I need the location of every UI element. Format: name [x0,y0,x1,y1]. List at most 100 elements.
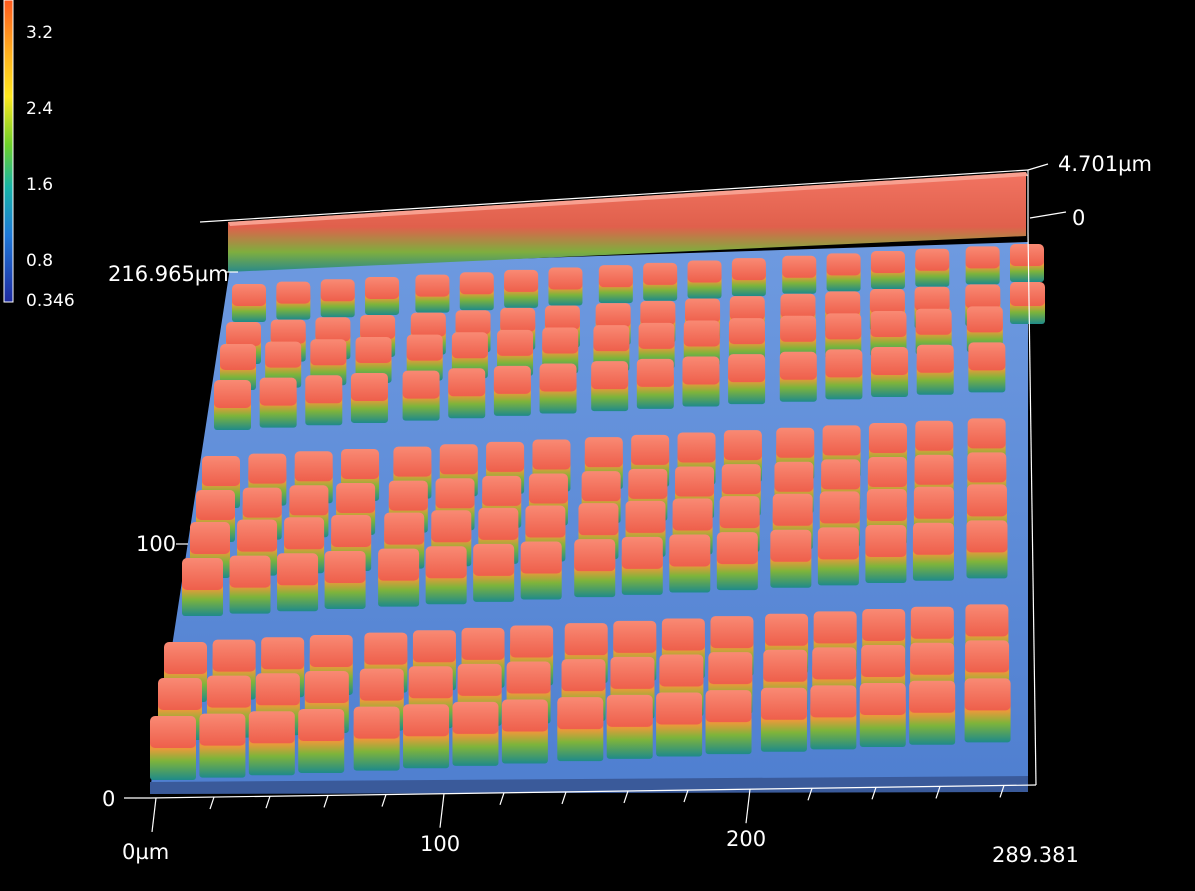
pillar [669,534,711,593]
pillar [574,539,616,598]
x-axis-label-200: 200 [726,827,766,851]
pillar [687,260,722,299]
z-axis-label-0: 0 [1072,206,1085,230]
pillar [501,699,548,764]
pillar [298,708,345,773]
pillar [214,380,251,430]
pillar [229,555,271,614]
pillar [403,704,450,769]
x-axis-tick [323,795,329,808]
pillar [909,680,956,745]
pillar [965,246,1000,285]
pillar [968,342,1006,393]
pillar [320,279,355,318]
x-axis-label-100: 100 [420,832,460,856]
pillar [643,262,678,301]
pillar [248,711,295,776]
pillar [277,553,319,612]
pillar [598,265,633,304]
y-axis-label-100: 100 [136,532,176,556]
pillar [871,347,909,398]
pillar [539,363,577,414]
pillar [656,692,703,757]
x-axis-tick [935,786,941,799]
pillar [548,267,583,306]
pillar [402,370,440,421]
z-axis-tick-0 [1029,211,1067,219]
pillar [682,356,720,407]
y-axis-label-max: 216.965µm [108,262,229,286]
x-axis-label-max: 289.381 [992,843,1079,867]
pillar [504,269,539,308]
y-axis-label-0: 0 [102,787,115,811]
x-axis-tick [561,791,567,805]
pillar [276,281,311,320]
pillar [182,558,223,616]
pillar [473,543,515,602]
pillar [493,365,531,416]
pillar [591,361,629,412]
x-axis-tick [623,790,629,804]
back-ridge [228,172,1028,272]
pillar [353,706,400,771]
x-axis-tick [499,792,505,805]
pillar [716,532,758,591]
pillar [705,690,752,755]
pillar [425,546,467,605]
pillar [865,525,907,584]
color-scale-bar [3,0,14,303]
pillar [365,276,400,315]
x-axis-tick [439,793,445,828]
pillar [324,550,366,609]
pillar [350,372,388,423]
x-axis-ticks [151,785,1005,832]
pillar [870,251,905,290]
pillar [859,683,906,748]
pillar [232,284,266,322]
pillar [770,529,812,588]
x-axis-tick [745,789,751,824]
color-scale: 3.2 2.4 1.6 0.8 0.346 [3,0,75,311]
color-scale-tick-3: 0.8 [26,251,53,271]
x-axis-tick [381,794,387,807]
color-scale-tick-1: 2.4 [26,99,53,119]
pillar [259,377,297,428]
x-axis-tick [871,787,877,800]
pillar [606,694,653,759]
pillar [826,253,861,292]
pillar [728,354,766,405]
pillar [305,375,343,426]
pillar [150,716,196,780]
pillar [760,687,807,752]
pillar [448,368,486,419]
pillar-array [150,244,1045,780]
pillar [817,527,859,586]
pillar [459,272,494,311]
pillar [1010,244,1044,282]
pillar [415,274,450,313]
pillar [825,349,863,400]
pillar [520,541,562,600]
pillar [782,255,817,294]
pillar [378,548,420,607]
x-axis-tick [265,796,271,809]
x-axis-tick [209,796,215,810]
color-scale-tick-2: 1.6 [26,175,53,195]
x-axis-tick [807,788,813,801]
pillar [915,248,950,287]
axis-frame [149,163,1049,799]
x-axis-label-0: 0µm [122,840,169,864]
z-axis-label-max: 4.701µm [1058,152,1152,176]
pillar [731,258,766,297]
pillar [452,701,499,766]
pillar [966,520,1008,579]
pillar [810,685,857,750]
substrate-front-edge [150,776,1028,794]
pillar [916,344,954,395]
x-axis-tick [683,789,689,803]
pillar [557,697,604,762]
pillar [912,522,954,581]
x-axis-tick [999,785,1005,798]
color-scale-tick-0: 3.2 [26,23,53,43]
